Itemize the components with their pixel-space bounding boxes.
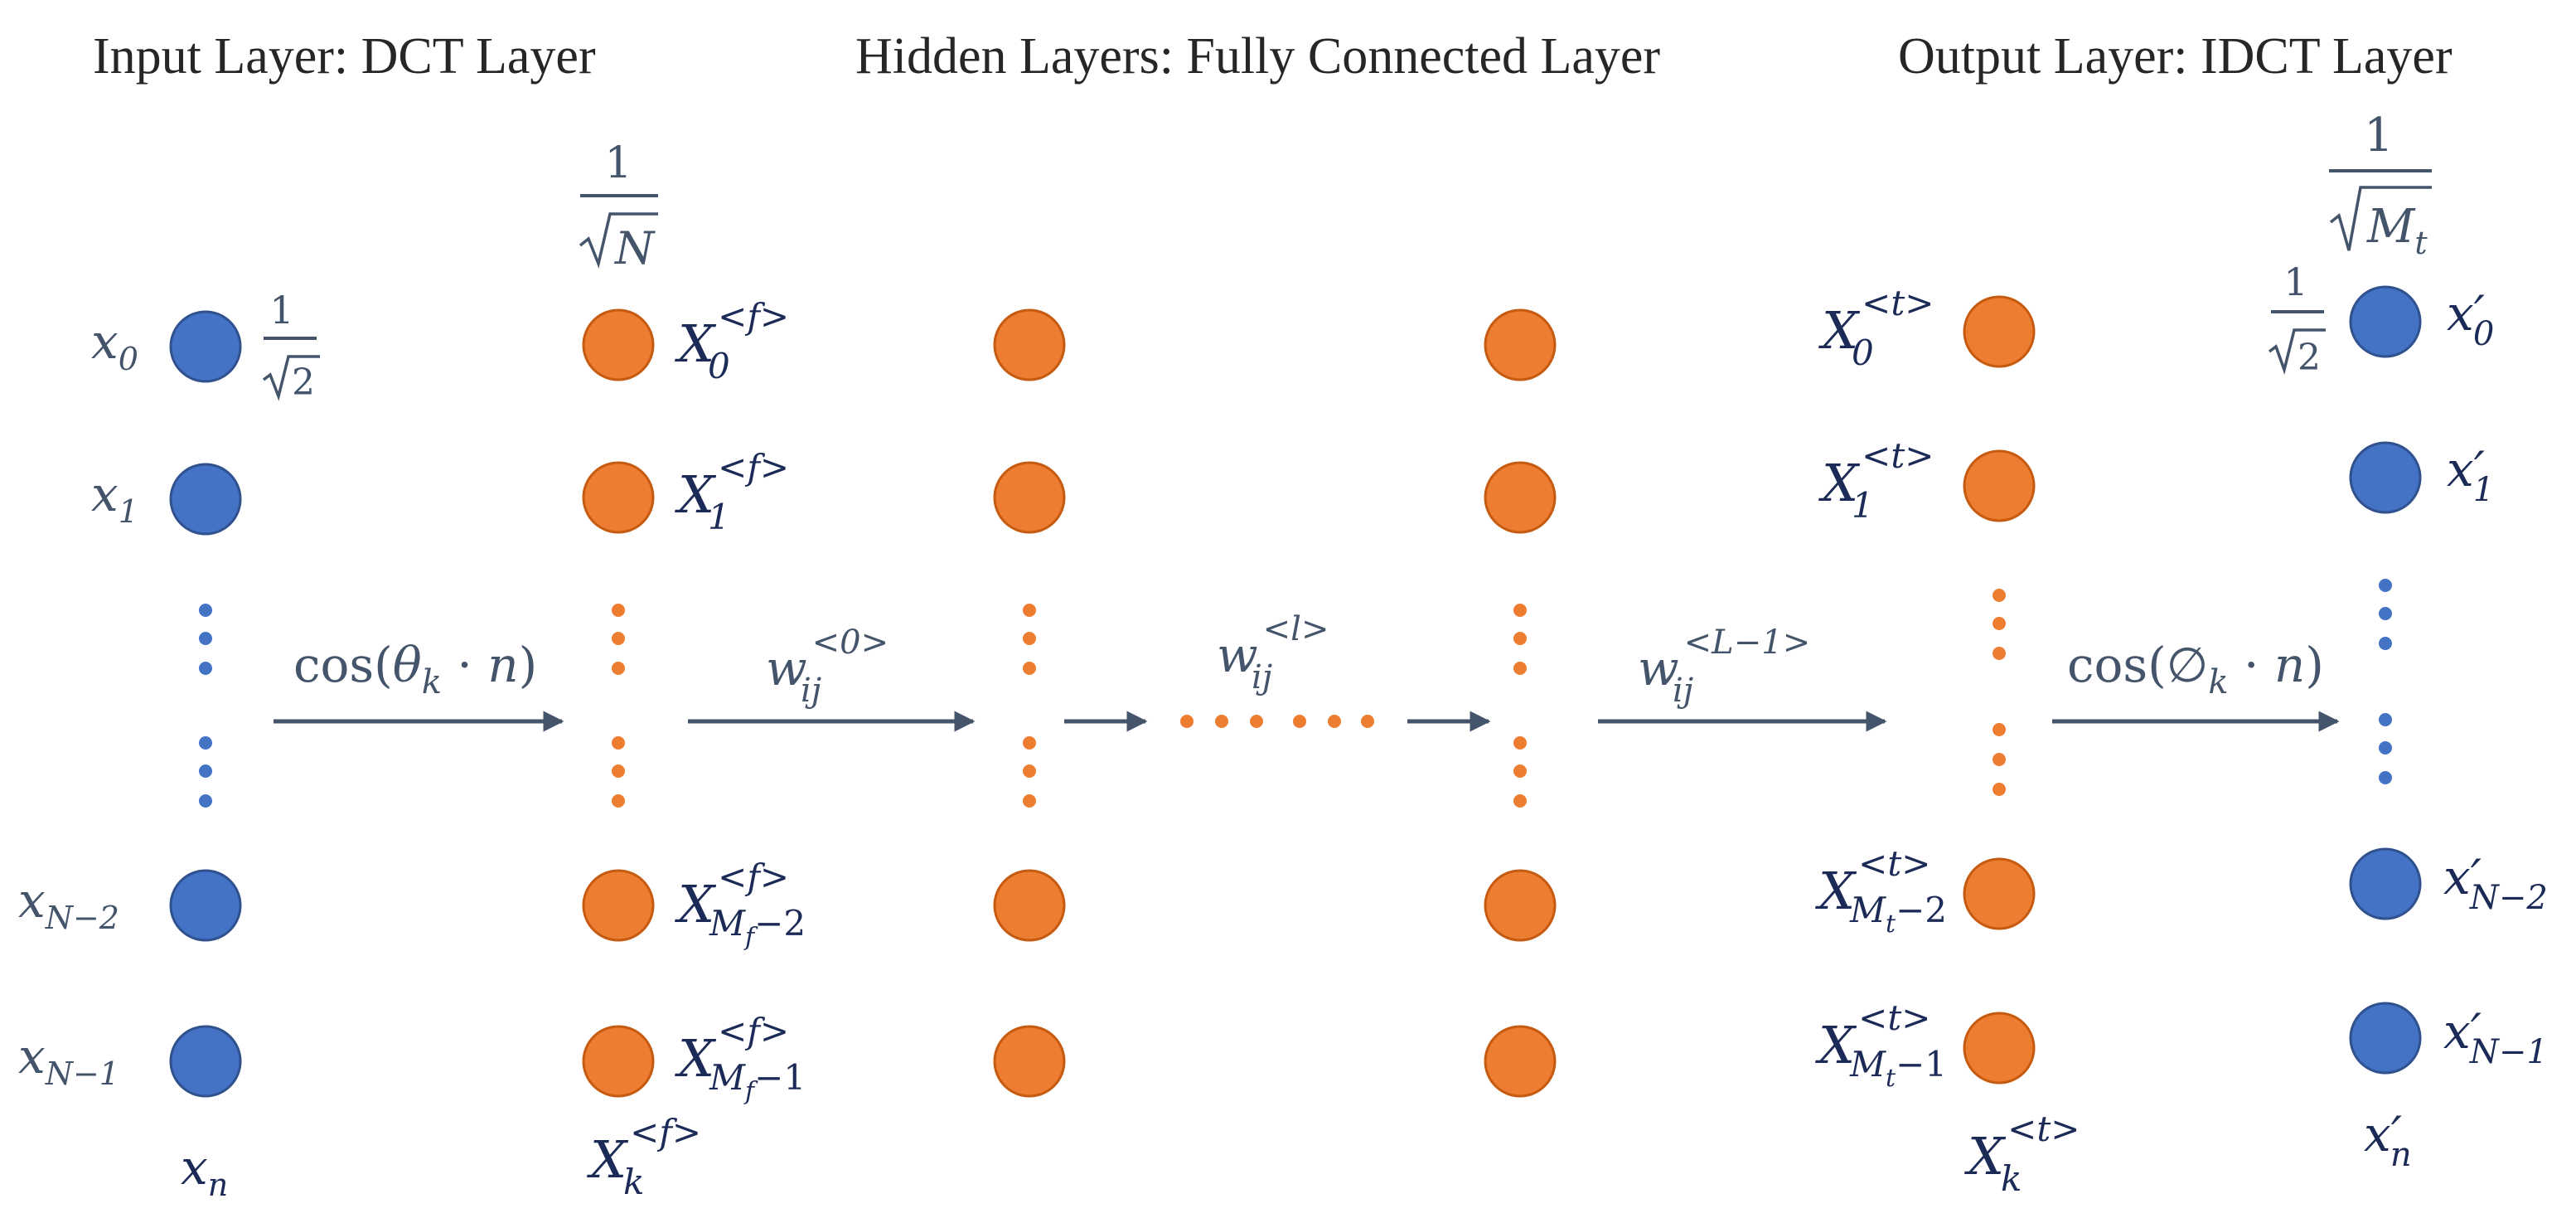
output-scale-fraction-2: 1 2 [2268, 260, 2326, 379]
svg-text:1: 1 [2364, 109, 2394, 163]
label-Xt-0: X<t> 0 [1818, 283, 1934, 373]
label-xprime-n: x′n [2364, 1106, 2412, 1174]
hidden-layers-ellipsis [1180, 715, 1374, 728]
output-layer-header: Output Layer: IDCT Layer [1898, 28, 2453, 85]
idct-node-0 [1963, 295, 2036, 368]
idct-column: X<t> 0 X<t> 1 X<t> Mt−2 X<t> Mt−1 X<t> k [1815, 283, 2080, 1199]
svg-text:1: 1 [269, 288, 293, 332]
hidden1-ellipsis-dots [1023, 604, 1036, 808]
dct-node-M-1 [582, 1025, 655, 1098]
hidden1-node-1 [993, 461, 1066, 534]
label-xprime-N-2: x′N−2 [2443, 849, 2548, 917]
label-xN-1: xN−1 [18, 1028, 119, 1092]
label-xprime-N-1: x′N−1 [2443, 1003, 2548, 1071]
input-layer-header: Input Layer: DCT Layer [93, 28, 596, 85]
idct-ellipsis-dots [1993, 589, 2006, 796]
hidden1-node-0 [993, 308, 1066, 381]
input-node-x0 [169, 310, 242, 383]
hidden2-node-M-1 [1484, 1025, 1557, 1098]
label-cos-theta: cos(θk · n) [293, 637, 537, 701]
dct-node-1 [582, 461, 655, 534]
svg-text:2: 2 [292, 362, 315, 404]
idct-node-M-1 [1963, 1012, 2036, 1085]
label-Xt-Mt-2: X<t> Mt−2 [1815, 843, 1947, 939]
hidden2-node-M-2 [1484, 869, 1557, 942]
label-Xf-Mf-1: X<f> Mf−1 [675, 1011, 806, 1106]
label-xprime-0: x′0 [2447, 285, 2494, 353]
label-x1: x1 [91, 466, 138, 530]
hidden-layers-header: Hidden Layers: Fully Connected Layer [855, 28, 1660, 85]
input-node-xN-1 [169, 1025, 242, 1098]
output-node-xN-2 [2349, 847, 2422, 920]
label-Xf-0: X<f> 0 [675, 296, 789, 386]
output-node-xN-1 [2349, 1002, 2422, 1075]
label-Xf-Mf-2: X<f> Mf−2 [675, 856, 806, 952]
input-column: x0 x1 xN−2 xN−1 xn 1 2 [18, 288, 320, 1203]
hidden-column-1 [993, 308, 1066, 1098]
label-Xt-1: X<t> 1 [1818, 435, 1934, 526]
svg-text:1: 1 [2283, 260, 2307, 304]
output-column: 1 Mt 1 2 x′0 x′1 x′N−2 x′N−1 x′n [2268, 109, 2548, 1174]
hidden2-ellipsis-dots [1513, 604, 1527, 808]
label-xprime-1: x′1 [2447, 441, 2494, 509]
label-w0: w <0> ij [766, 624, 889, 710]
input-node-x1 [169, 463, 242, 536]
label-xN-2: xN−2 [18, 872, 119, 936]
input-ellipsis-dots [199, 604, 212, 808]
label-Xf-k: X<f> k [587, 1112, 701, 1202]
hidden2-node-1 [1484, 461, 1557, 534]
output-ellipsis-dots [2379, 579, 2392, 784]
dct-scale-fraction: 1 N [579, 138, 658, 274]
hidden1-node-M-2 [993, 869, 1066, 942]
output-node-x1 [2349, 441, 2422, 514]
label-xn: xn [181, 1139, 228, 1203]
hidden2-node-0 [1484, 308, 1557, 381]
output-scale-fraction-mt: 1 Mt [2329, 109, 2432, 261]
label-x0: x0 [91, 313, 138, 377]
svg-text:2: 2 [2298, 337, 2321, 379]
svg-text:N: N [613, 222, 656, 274]
label-wl: w <l> ij [1217, 610, 1329, 696]
dct-ellipsis-dots [612, 604, 625, 808]
label-wL-1: w <L−1> ij [1638, 624, 1810, 710]
label-Xt-Mt-1: X<t> Mt−1 [1815, 997, 1947, 1093]
input-node-xN-2 [169, 869, 242, 942]
label-Xt-k: X<t> k [1964, 1109, 2080, 1199]
dct-node-M-2 [582, 869, 655, 942]
idct-node-1 [1963, 449, 2036, 522]
hidden-column-2 [1484, 308, 1557, 1098]
idct-node-M-2 [1963, 857, 2036, 930]
svg-text:1: 1 [604, 138, 632, 188]
dct-node-0 [582, 308, 655, 381]
label-Xf-1: X<f> 1 [675, 447, 789, 537]
svg-text:Mt: Mt [2366, 200, 2428, 261]
hidden1-node-M-1 [993, 1025, 1066, 1098]
input-scale-fraction: 1 2 [262, 288, 320, 404]
output-node-x0 [2349, 285, 2422, 358]
dct-column: 1 N X<f> 0 X<f> 1 X<f> Mf−2 X<f> Mf−1 X<f> k [579, 138, 806, 1202]
label-cos-phi: cos(∅k · n) [2067, 637, 2324, 701]
